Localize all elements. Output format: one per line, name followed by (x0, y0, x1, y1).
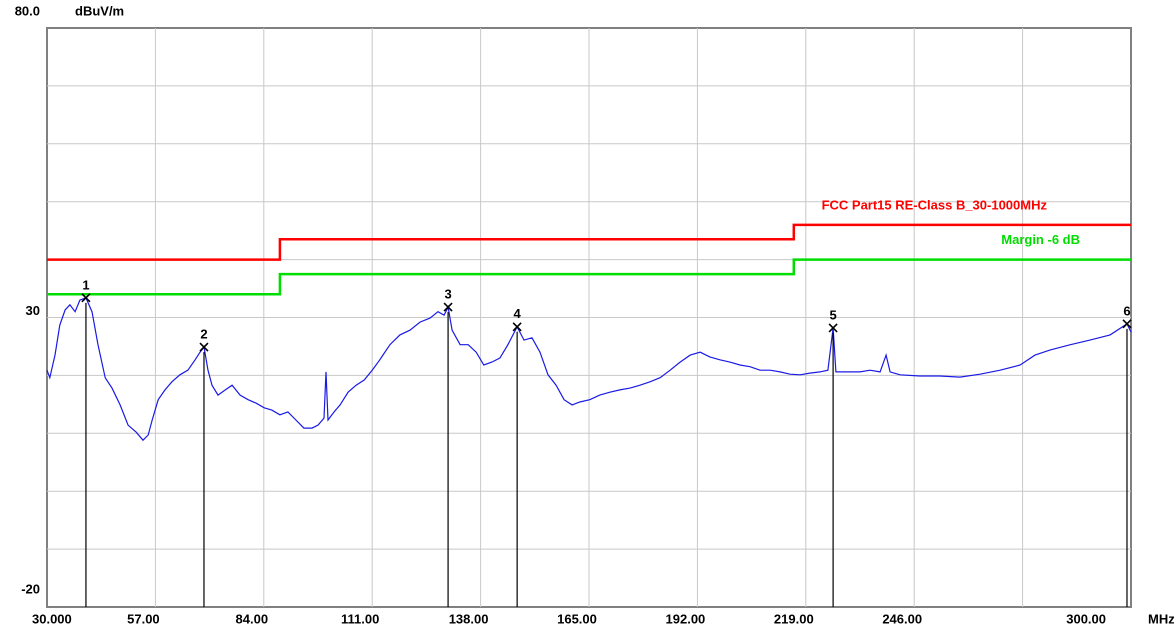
x-tick-label: 57.00 (127, 611, 160, 626)
marker-label: 6 (1123, 303, 1130, 318)
marker-label: 4 (514, 306, 522, 321)
marker-x (828, 323, 838, 333)
marker-label: 3 (444, 287, 451, 302)
marker-x (512, 322, 522, 332)
y-tick-label: 30 (26, 303, 40, 318)
x-tick-label: 192.00 (666, 611, 706, 626)
marker-x (1122, 319, 1132, 329)
y-axis-label: dBuV/m (75, 3, 124, 18)
x-tick-label: 219.00 (774, 611, 814, 626)
limit-line (47, 223, 1131, 261)
y-tick-label: -20 (21, 581, 40, 596)
limit-line (47, 258, 1131, 296)
x-axis-label: MHz (1148, 611, 1174, 626)
marker-label: 5 (829, 307, 836, 322)
marker-label: 1 (82, 277, 89, 292)
x-tick-label: 138.00 (449, 611, 489, 626)
marker-x (199, 342, 209, 352)
marker-label: 2 (200, 326, 207, 341)
marker-x (81, 293, 91, 303)
x-tick-label: 165.00 (557, 611, 597, 626)
trace-line (46, 297, 1132, 442)
legend-label: FCC Part15 RE-Class B_30-1000MHz (822, 197, 1048, 212)
x-tick-label: 300.00 (1066, 611, 1106, 626)
x-tick-label: 111.00 (341, 611, 379, 626)
legend-label: Margin -6 dB (1001, 232, 1080, 247)
marker-x (443, 302, 453, 312)
x-tick-label: 84.00 (236, 611, 269, 626)
y-tick-label: 80.0 (15, 3, 40, 18)
x-tick-label: 246.00 (882, 611, 922, 626)
x-tick-label: 30.000 (32, 611, 72, 626)
